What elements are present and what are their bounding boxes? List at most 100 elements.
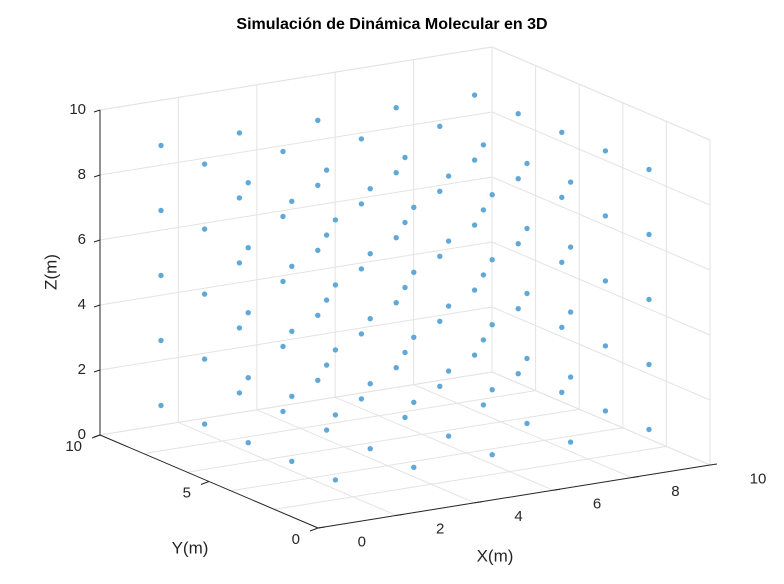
grid-lines xyxy=(99,46,711,529)
data-point xyxy=(437,123,443,129)
grid-line xyxy=(491,241,711,336)
z-tick xyxy=(93,239,101,243)
data-point xyxy=(236,390,243,396)
data-point xyxy=(358,331,365,337)
data-point xyxy=(201,291,208,297)
x-tick-label: 8 xyxy=(671,483,679,500)
data-point xyxy=(411,334,417,340)
data-point xyxy=(489,452,495,458)
data-point xyxy=(515,111,521,117)
data-point xyxy=(289,263,295,269)
z-tick xyxy=(93,434,101,438)
data-point xyxy=(567,374,574,380)
data-point xyxy=(402,154,408,161)
data-point xyxy=(280,278,286,285)
data-point xyxy=(332,347,339,353)
data-point xyxy=(367,446,373,452)
data-point xyxy=(323,362,330,368)
chart-title: Simulación de Dinámica Molecular en 3D xyxy=(236,16,548,33)
data-point xyxy=(480,207,487,213)
data-point xyxy=(489,322,495,328)
data-point xyxy=(602,408,609,414)
data-point xyxy=(393,300,399,306)
data-point xyxy=(393,105,399,111)
grid-line xyxy=(256,409,475,504)
data-point xyxy=(471,287,478,293)
data-point xyxy=(471,352,478,358)
data-point xyxy=(367,316,373,322)
data-point xyxy=(158,337,164,344)
data-point xyxy=(437,383,443,389)
data-point xyxy=(236,130,243,136)
data-point xyxy=(411,269,417,275)
data-point xyxy=(315,247,321,253)
data-point xyxy=(471,92,478,98)
grid-line xyxy=(491,46,711,141)
grid-line xyxy=(99,46,493,111)
data-point xyxy=(489,192,495,198)
z-tick xyxy=(93,369,101,373)
grid-line xyxy=(274,445,667,510)
data-point xyxy=(646,361,652,368)
data-point xyxy=(602,278,609,284)
data-point xyxy=(411,204,417,210)
data-point xyxy=(323,232,330,238)
grid-line xyxy=(178,421,397,516)
data-point xyxy=(315,377,321,383)
grid-line xyxy=(335,396,554,491)
data-point xyxy=(402,349,408,356)
data-point xyxy=(332,412,339,418)
data-point xyxy=(367,251,373,257)
x-tick xyxy=(553,488,561,491)
data-point xyxy=(332,282,339,288)
x-tick-label: 10 xyxy=(750,470,767,487)
data-point xyxy=(524,290,530,297)
y-tick-label: 10 xyxy=(65,438,82,455)
data-point xyxy=(245,310,251,316)
data-point xyxy=(559,129,565,135)
data-point xyxy=(559,194,565,200)
data-point xyxy=(524,160,530,167)
data-point xyxy=(567,309,574,315)
data-point xyxy=(236,325,243,331)
x-tick-label: 0 xyxy=(358,533,366,550)
x-axis-line xyxy=(317,464,711,529)
data-point xyxy=(393,365,399,371)
grid-line xyxy=(491,111,711,206)
data-point xyxy=(515,241,521,247)
y-axis-label: Y(m) xyxy=(172,538,209,557)
data-point xyxy=(524,420,530,427)
data-point xyxy=(646,231,652,238)
data-point xyxy=(602,148,609,154)
data-point xyxy=(480,142,487,148)
grid-line xyxy=(99,306,493,371)
grid-line xyxy=(99,371,493,436)
data-point xyxy=(236,260,243,266)
data-point xyxy=(358,266,365,272)
data-point xyxy=(602,213,609,219)
data-point xyxy=(567,244,574,250)
z-tick xyxy=(93,174,101,178)
data-point xyxy=(236,195,243,201)
data-point xyxy=(201,421,208,427)
data-point xyxy=(315,312,321,318)
data-point xyxy=(480,272,487,278)
grid-line xyxy=(99,241,493,306)
data-point xyxy=(524,355,530,362)
data-point xyxy=(323,297,330,303)
data-point xyxy=(315,182,321,188)
grid-line xyxy=(143,390,536,455)
data-point xyxy=(280,213,286,220)
data-point xyxy=(280,148,286,155)
data-point xyxy=(402,219,408,226)
data-point xyxy=(315,117,321,124)
data-point xyxy=(480,402,487,408)
grid-line xyxy=(491,306,711,401)
y-tick xyxy=(309,527,319,532)
data-point xyxy=(515,371,521,377)
grid-line xyxy=(230,427,623,492)
data-point xyxy=(567,439,574,445)
z-tick-label: 2 xyxy=(78,361,86,378)
x-tick-label: 4 xyxy=(514,508,522,525)
